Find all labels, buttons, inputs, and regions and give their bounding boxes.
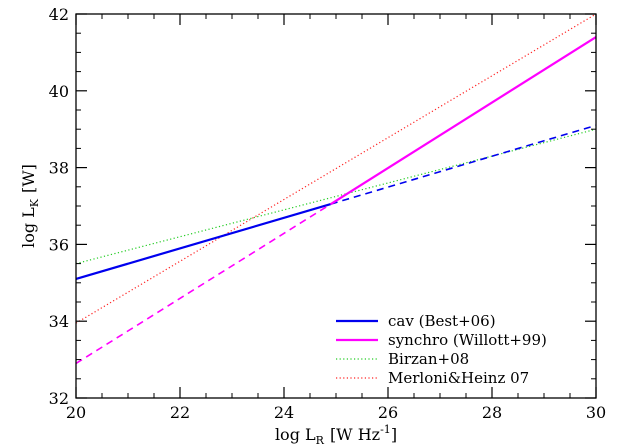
y-axis-label-sub: K bbox=[28, 198, 41, 207]
y-tick-label: 32 bbox=[49, 389, 69, 408]
legend: cav (Best+06)synchro (Willott+99)Birzan+… bbox=[336, 312, 547, 387]
y-tick-label: 40 bbox=[49, 82, 69, 101]
x-axis-label-exp: -1 bbox=[380, 423, 391, 436]
x-axis-label-sub: R bbox=[316, 434, 325, 446]
x-axis-label-unit: [W Hz bbox=[330, 425, 380, 444]
legend-label: Merloni&Heinz 07 bbox=[388, 369, 529, 387]
x-tick-label: 30 bbox=[586, 403, 606, 422]
legend-label: cav (Best+06) bbox=[388, 312, 496, 330]
legend-label: synchro (Willott+99) bbox=[388, 331, 547, 349]
series-line-merloni-heinz-07-dotted bbox=[75, 13, 597, 324]
y-axis-label-unit: [W] bbox=[19, 164, 38, 193]
x-axis-label-main: log L bbox=[275, 425, 316, 444]
ticks-layer: 20 22 24 26 28 30 32 34 36 38 40 42 bbox=[49, 5, 607, 422]
y-tick-label: 42 bbox=[49, 5, 69, 24]
y-axis-label-main: log L bbox=[19, 207, 38, 248]
x-tick-label: 26 bbox=[378, 403, 398, 422]
x-tick-label: 24 bbox=[274, 403, 294, 422]
y-tick-label: 34 bbox=[49, 312, 69, 331]
series-line-birzan-08-dotted bbox=[75, 128, 597, 265]
series-line-cav-best-06-solid bbox=[75, 203, 332, 281]
x-axis-label-close: ] bbox=[391, 425, 397, 444]
series-line-cav-best-06-dashed bbox=[330, 124, 597, 205]
series-line-synchro-willott-99-solid bbox=[330, 36, 597, 206]
x-axis-label: log LR [W Hz-1] bbox=[275, 423, 397, 446]
x-tick-label: 22 bbox=[170, 403, 190, 422]
y-tick-label: 38 bbox=[49, 159, 69, 178]
x-tick-label: 20 bbox=[66, 403, 86, 422]
y-axis-label: log LK [W] bbox=[19, 164, 41, 248]
legend-label: Birzan+08 bbox=[388, 350, 469, 368]
x-tick-label: 28 bbox=[482, 403, 502, 422]
y-tick-label: 36 bbox=[49, 235, 69, 254]
plot-frame bbox=[75, 13, 597, 399]
series-line-synchro-willott-99-dashed bbox=[75, 203, 332, 365]
series-layer bbox=[75, 13, 597, 365]
